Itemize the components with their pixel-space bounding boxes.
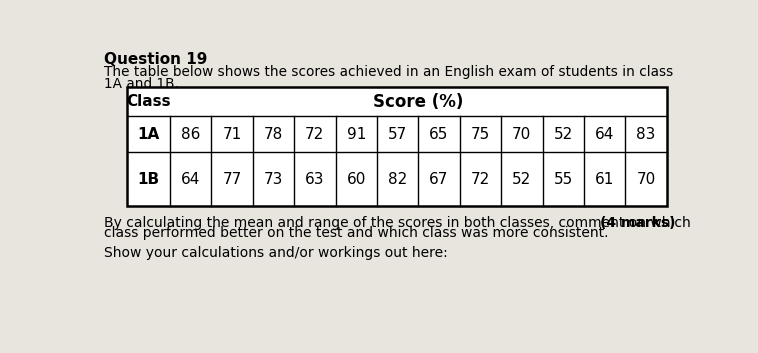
Text: 70: 70 [637, 172, 656, 187]
Text: class performed better on the test and which class was more consistent.: class performed better on the test and w… [104, 226, 609, 240]
Text: Show your calculations and/or workings out here:: Show your calculations and/or workings o… [104, 246, 448, 261]
Text: 1B: 1B [137, 172, 160, 187]
Text: Question 19: Question 19 [104, 52, 208, 67]
Text: 73: 73 [264, 172, 283, 187]
Text: 72: 72 [471, 172, 490, 187]
Text: 91: 91 [346, 127, 366, 142]
Text: Class: Class [127, 94, 171, 109]
Text: 71: 71 [222, 127, 242, 142]
Text: 63: 63 [305, 172, 324, 187]
Text: 60: 60 [346, 172, 366, 187]
Text: 65: 65 [429, 127, 449, 142]
Text: 72: 72 [305, 127, 324, 142]
Text: Score (%): Score (%) [373, 92, 463, 110]
Text: 55: 55 [553, 172, 573, 187]
Text: 70: 70 [512, 127, 531, 142]
Text: 52: 52 [553, 127, 573, 142]
Text: (4 marks): (4 marks) [600, 216, 676, 229]
Bar [127, 87, 667, 207]
Text: 86: 86 [181, 127, 200, 142]
Text: 64: 64 [181, 172, 200, 187]
Text: 64: 64 [595, 127, 614, 142]
Text: 77: 77 [222, 172, 242, 187]
Text: By calculating the mean and range of the scores in both classes, comment on whic: By calculating the mean and range of the… [104, 216, 691, 229]
Text: 57: 57 [388, 127, 407, 142]
Text: 67: 67 [429, 172, 449, 187]
Text: 83: 83 [636, 127, 656, 142]
Text: 78: 78 [264, 127, 283, 142]
Text: The table below shows the scores achieved in an English exam of students in clas: The table below shows the scores achieve… [104, 65, 673, 79]
Text: 1A and 1B.: 1A and 1B. [104, 77, 179, 91]
Bar [127, 87, 667, 207]
Text: 75: 75 [471, 127, 490, 142]
Text: 82: 82 [388, 172, 407, 187]
Text: 52: 52 [512, 172, 531, 187]
Text: 1A: 1A [137, 127, 160, 142]
Text: 61: 61 [595, 172, 614, 187]
